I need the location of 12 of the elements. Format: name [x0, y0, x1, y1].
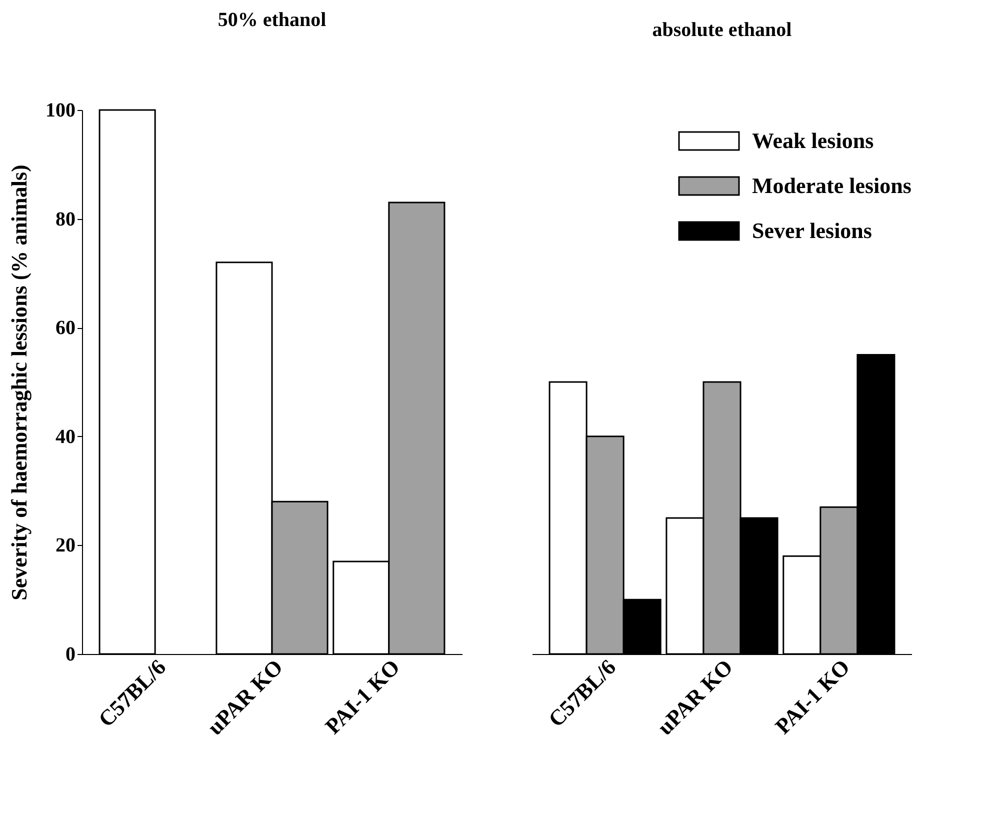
- chart-title: 50% ethanol: [218, 9, 327, 31]
- chart-title: absolute ethanol: [652, 19, 792, 41]
- legend-label: Weak lesions: [752, 128, 874, 153]
- y-axis-title: Severity of haemorraghic lessions (% animals): [6, 164, 32, 600]
- y-tick-label: 0: [66, 644, 76, 666]
- y-tick-label: 100: [46, 100, 76, 122]
- y-tick-label: 20: [56, 534, 76, 557]
- legend-label: Moderate lesions: [752, 173, 912, 198]
- y-tick-label: 80: [56, 208, 76, 230]
- y-tick-label: 40: [56, 426, 76, 448]
- legend-label: Sever lesions: [752, 218, 872, 243]
- y-tick-label: 60: [56, 317, 76, 340]
